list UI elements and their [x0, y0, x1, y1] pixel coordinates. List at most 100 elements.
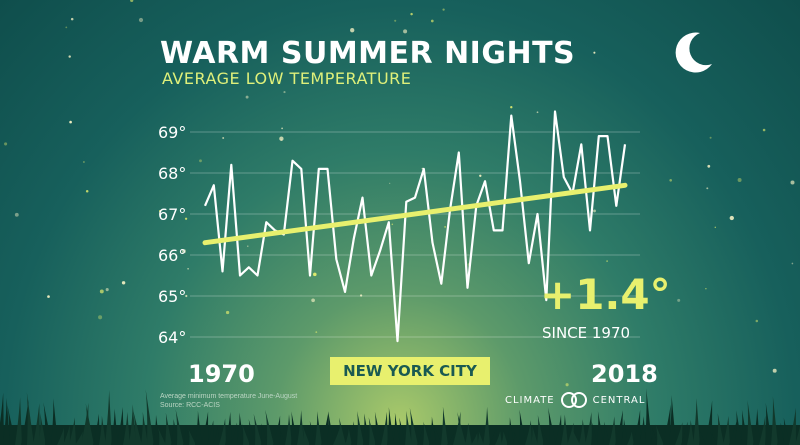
grass-blade	[429, 416, 436, 445]
grass-blade	[51, 398, 58, 445]
grass-blade	[171, 419, 178, 445]
grass-silhouette	[0, 388, 800, 445]
star	[199, 159, 202, 163]
star	[121, 281, 126, 285]
grid-lines	[190, 131, 640, 338]
star	[105, 288, 109, 292]
grass-blade	[681, 421, 688, 445]
grass-blade	[81, 402, 89, 445]
grass-blade	[571, 427, 580, 445]
grass-blade	[447, 432, 454, 445]
grass-blade	[368, 417, 376, 445]
grass-blade	[639, 416, 646, 445]
grass-blade	[393, 412, 400, 445]
grass-blade	[675, 422, 683, 445]
grass-blade	[153, 415, 160, 445]
grass-blade	[7, 405, 16, 445]
grass-blade	[111, 408, 118, 445]
grass-blade	[489, 428, 497, 445]
grass-blade	[698, 428, 706, 445]
trend-line	[202, 182, 628, 246]
star	[714, 226, 717, 229]
grass-blade	[231, 422, 238, 445]
star	[510, 106, 513, 109]
grass-blade	[237, 412, 244, 445]
grass-blade	[381, 411, 388, 445]
star	[183, 331, 185, 334]
grass-blade	[26, 392, 34, 445]
y-tick-label: 65°	[158, 287, 186, 306]
grass-blade	[621, 418, 628, 445]
grass-blade	[63, 424, 70, 445]
grass-blade	[548, 407, 556, 445]
grass-blade	[561, 414, 568, 445]
star	[593, 51, 596, 54]
grass-blade	[99, 415, 106, 445]
grass-blade	[363, 413, 370, 445]
star	[389, 182, 391, 185]
star	[391, 223, 394, 226]
grass-blade	[145, 389, 154, 445]
grass-blade	[21, 399, 29, 445]
grass-blade	[417, 423, 425, 445]
grass-blade	[85, 403, 94, 445]
grass-blade	[471, 432, 478, 445]
grass-blade	[495, 431, 502, 445]
star	[772, 368, 777, 373]
star	[311, 298, 315, 303]
footnote: Average minimum temperature June-August …	[160, 392, 297, 410]
grass-blade	[663, 404, 671, 445]
grass-blade	[729, 421, 737, 445]
grass-blade	[747, 400, 754, 445]
star	[85, 189, 89, 193]
star	[138, 17, 144, 23]
star	[442, 8, 445, 11]
change-label: SINCE 1970	[542, 324, 631, 342]
star	[4, 142, 8, 146]
star	[225, 310, 230, 315]
grass-blade	[789, 407, 796, 445]
star	[222, 137, 225, 139]
change-value: +1.4°	[540, 270, 671, 319]
star	[281, 127, 283, 130]
grass-blade	[507, 417, 514, 445]
grass-blade	[513, 431, 520, 445]
grass-blade	[423, 421, 430, 445]
star	[313, 272, 317, 277]
grass-blade	[158, 427, 166, 445]
grass-blade	[117, 407, 124, 445]
grass-blade	[655, 424, 664, 445]
grass-blade	[141, 411, 148, 445]
grass-blade	[123, 411, 130, 445]
grass-blade	[387, 407, 394, 445]
star	[707, 164, 711, 168]
star	[98, 315, 103, 320]
grass-blade	[225, 411, 232, 445]
grass-blade	[405, 410, 412, 445]
grass-blade	[321, 411, 329, 445]
star	[755, 319, 759, 323]
star	[279, 136, 284, 141]
grass-blade	[710, 432, 718, 445]
y-tick-label: 66°	[158, 246, 186, 265]
grass-blade	[555, 414, 562, 445]
y-tick-label: 69°	[158, 123, 186, 142]
grass-blade	[195, 410, 202, 445]
grass-blade	[302, 425, 310, 445]
end-year-label: 2018	[591, 360, 658, 388]
grass-blade	[753, 408, 760, 445]
grass-blade	[609, 416, 616, 445]
grass-blade	[627, 431, 634, 445]
grass-blade	[399, 417, 406, 445]
logo-text-left: CLIMATE	[505, 394, 555, 406]
grass-blade	[291, 411, 298, 445]
grass-blade	[273, 415, 281, 445]
grass-blade	[519, 409, 526, 445]
star	[479, 174, 482, 177]
star	[245, 95, 249, 99]
grass-blade	[531, 425, 538, 445]
grass-blade	[717, 413, 724, 445]
star	[70, 17, 74, 21]
star	[350, 28, 355, 33]
